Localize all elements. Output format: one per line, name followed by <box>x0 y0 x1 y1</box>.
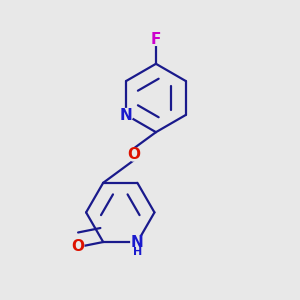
Circle shape <box>120 109 133 122</box>
Text: N: N <box>131 235 144 250</box>
Text: O: O <box>71 239 84 254</box>
Circle shape <box>131 236 144 249</box>
Circle shape <box>71 240 84 253</box>
Circle shape <box>127 148 140 161</box>
Text: O: O <box>127 147 140 162</box>
Circle shape <box>150 34 162 45</box>
Text: F: F <box>151 32 161 47</box>
Text: H: H <box>133 247 142 256</box>
Text: N: N <box>120 108 133 123</box>
